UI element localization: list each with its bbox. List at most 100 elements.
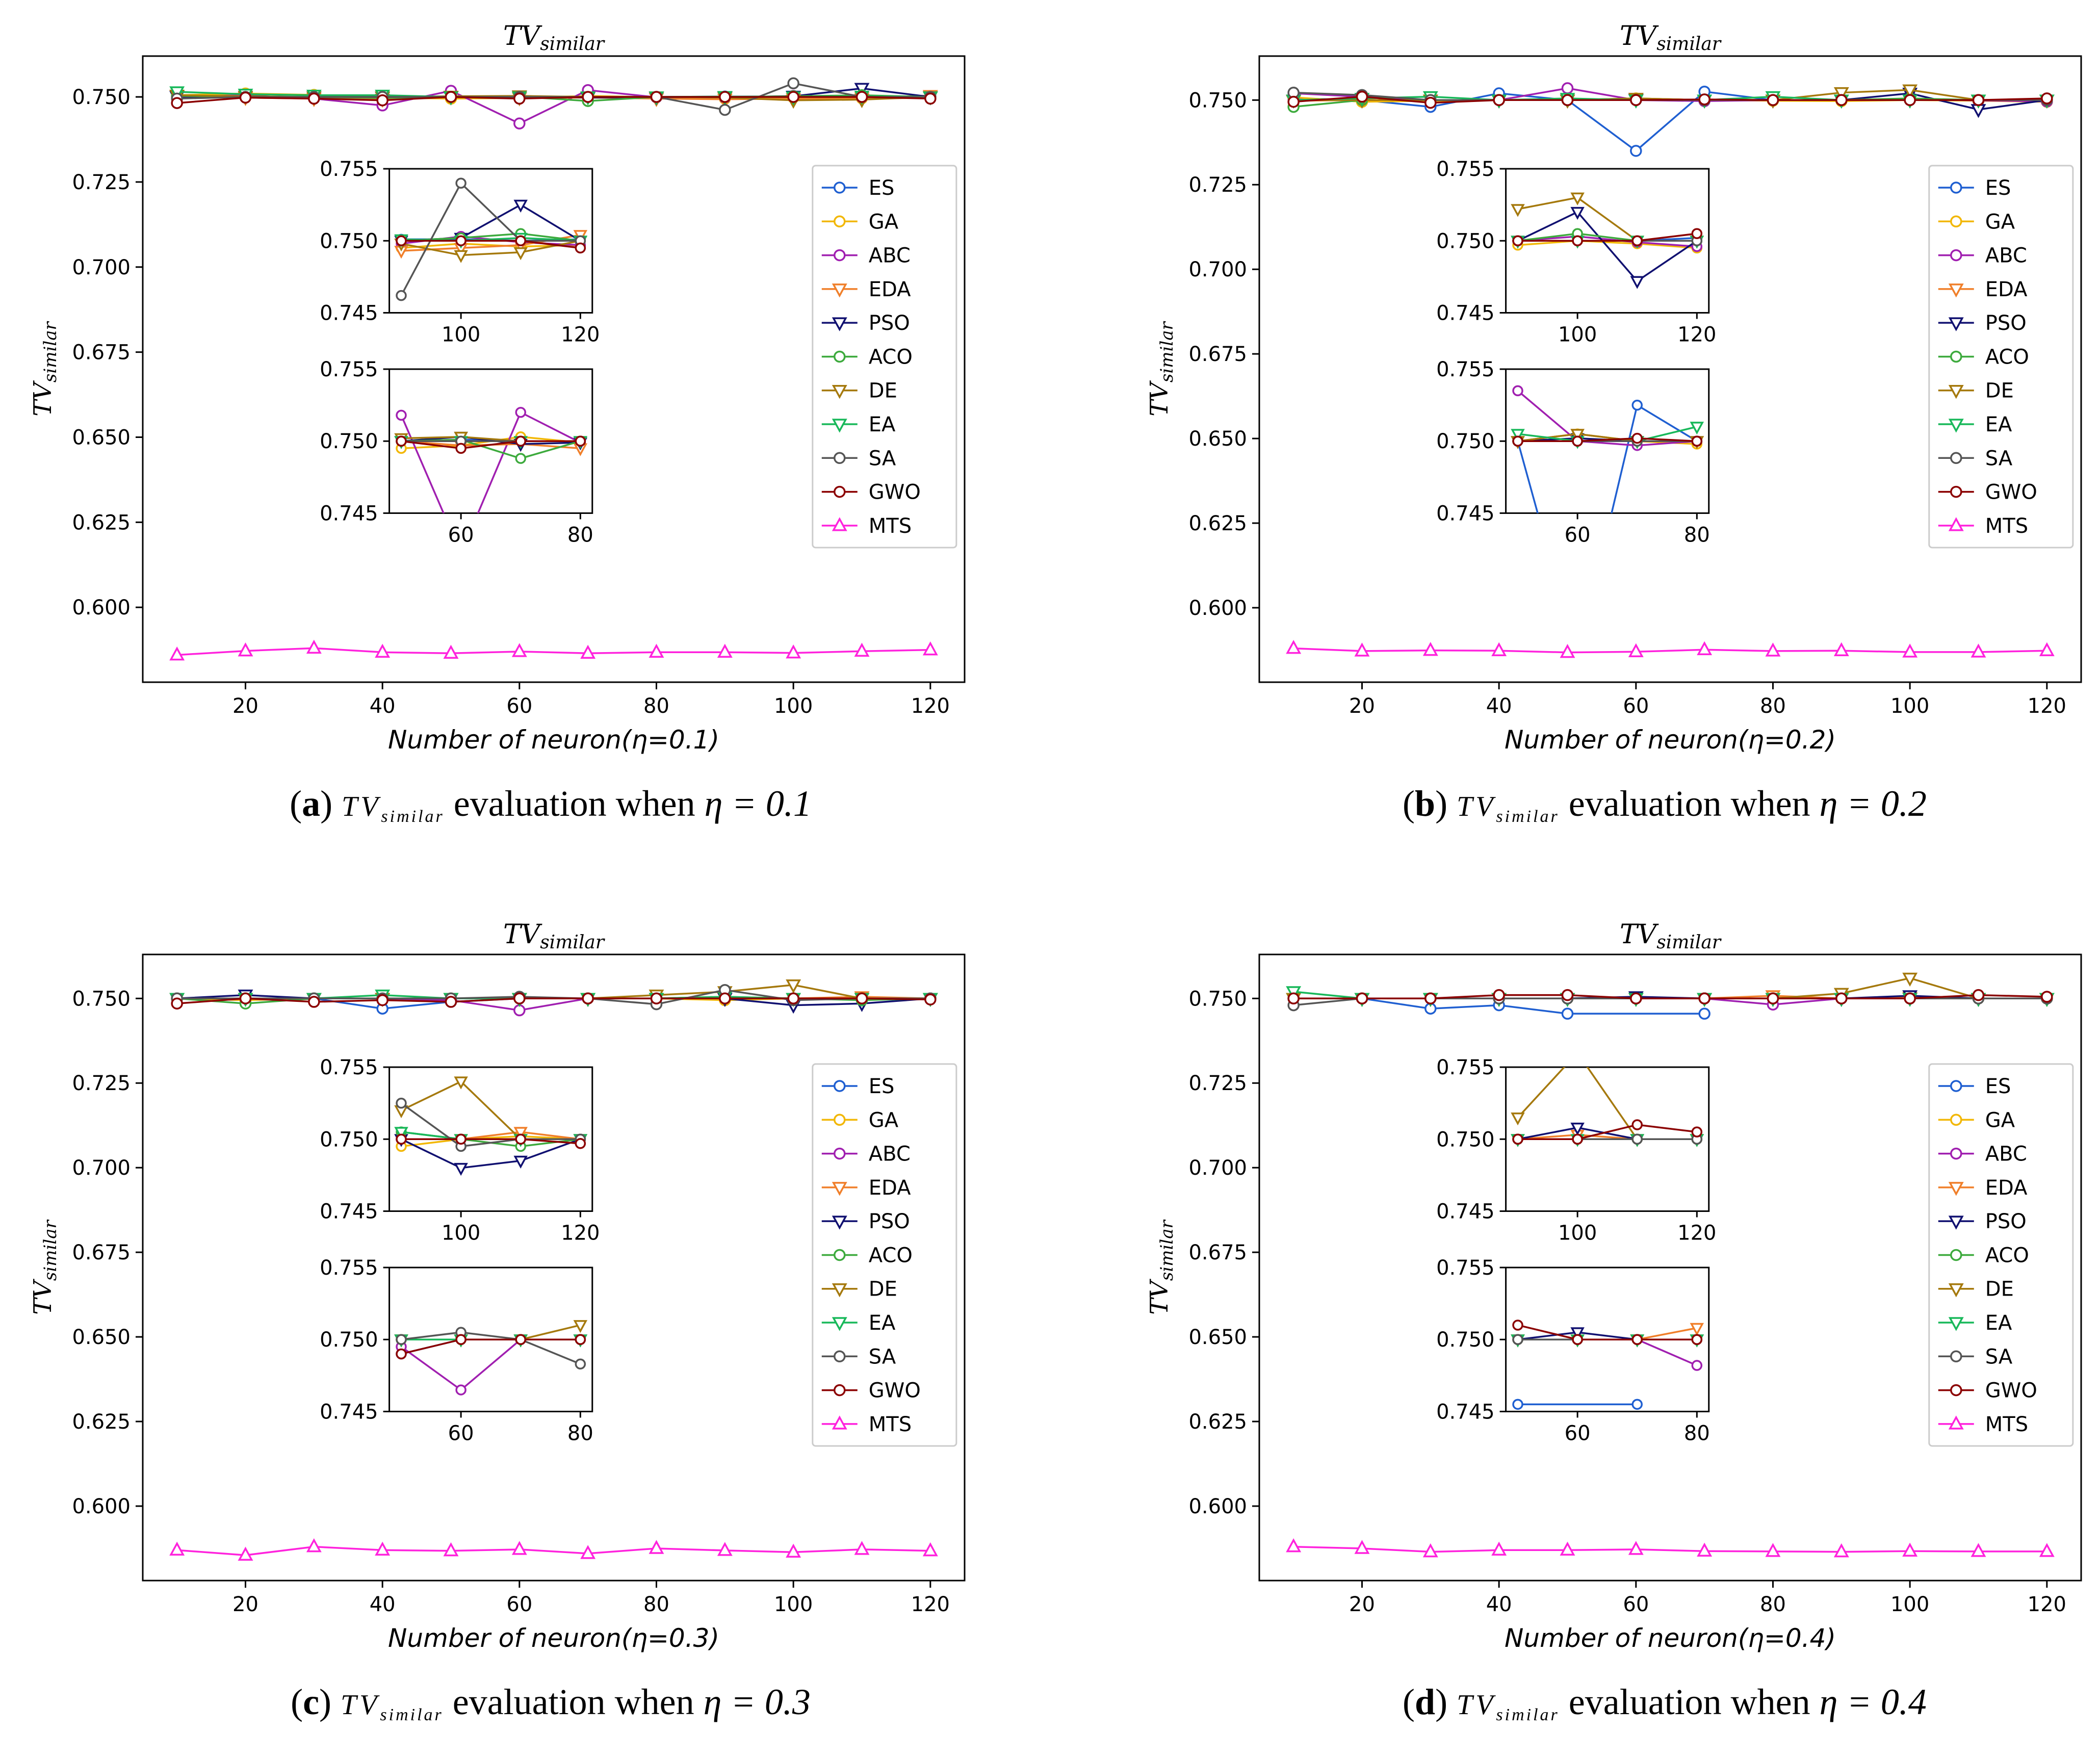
legend-marker [832, 1216, 847, 1230]
inset-data-point [1570, 1122, 1585, 1136]
legend-label: MTS [869, 514, 912, 538]
inset-data-point [1631, 399, 1643, 411]
inset-y-tick-label: 0.755 [1436, 358, 1495, 381]
inset-data-point [1512, 1334, 1523, 1345]
data-point [786, 644, 801, 659]
legend-item-pso: PSO [821, 1210, 910, 1233]
inset-series-line [401, 440, 581, 450]
legend-item-eda: EDA [821, 278, 911, 301]
series-sa [1287, 992, 2053, 1012]
x-tick-label: 100 [774, 694, 813, 718]
data-point [306, 639, 322, 654]
y-tick-label: 0.600 [72, 596, 131, 619]
legend-item-mts: MTS [1938, 1413, 2028, 1436]
legend-marker [1950, 182, 1962, 194]
x-tick-label: 20 [232, 694, 258, 718]
data-point [1491, 1541, 1507, 1556]
data-point [1698, 1007, 1710, 1020]
series-gwo [1287, 90, 2053, 109]
inset-x-tick-label: 120 [561, 1221, 600, 1245]
inset-y-tick-label: 0.745 [320, 301, 378, 325]
legend-marker [1948, 1317, 1964, 1331]
data-point [1561, 94, 1574, 107]
y-tick-label: 0.750 [1188, 89, 1247, 112]
inset-data-point [575, 242, 586, 254]
data-point [1354, 642, 1370, 657]
data-point [924, 92, 937, 105]
legend-item-mts: MTS [1938, 514, 2028, 538]
inset-y-tick-label: 0.745 [1436, 502, 1495, 525]
data-point [719, 91, 731, 103]
legend-label: EDA [1985, 1176, 2028, 1200]
legend-marker [834, 1080, 846, 1092]
inset-y-tick-label: 0.755 [1436, 1256, 1495, 1280]
legend-label: EA [869, 1311, 896, 1335]
inset-data-point [454, 1076, 468, 1090]
x-tick-label: 60 [1623, 1593, 1649, 1616]
legend-item-de: DE [821, 379, 897, 403]
legend-marker [834, 182, 846, 194]
x-tick-label: 120 [911, 694, 950, 718]
inset-1: 100 120 0.755 0.750 0.745 [320, 158, 600, 346]
x-tick-label: 40 [1486, 1593, 1512, 1616]
data-point [238, 1546, 253, 1561]
inset-1: 100 120 0.755 0.750 0.745 [1436, 158, 1716, 346]
legend-marker [832, 384, 847, 399]
plot-frame [142, 953, 966, 1582]
legend-marker [834, 1147, 846, 1160]
caption-text: (b) TVsimilar evaluation when η = 0.2 [1403, 783, 1927, 826]
inset-series-line [400, 1102, 581, 1148]
data-point [1902, 972, 1918, 987]
data-point [1833, 642, 1849, 657]
inset-data-point [455, 443, 466, 454]
y-tick-label: 0.600 [72, 1495, 131, 1518]
inset-series-line [1518, 232, 1697, 242]
inset-data [1511, 385, 1704, 513]
data-point [511, 643, 527, 657]
legend-item-abc: ABC [821, 244, 911, 268]
legend-item-aco: ACO [1938, 345, 2029, 369]
data-point [169, 646, 185, 661]
x-tick-label: 40 [1486, 694, 1512, 718]
legend-marker [1950, 1384, 1962, 1397]
data-point [1493, 989, 1505, 1001]
y-tick-label: 0.750 [72, 86, 131, 109]
series-sa [1287, 86, 2053, 107]
legend-label: ABC [1985, 244, 2027, 268]
legend-item-pso: PSO [1938, 1210, 2027, 1233]
inset-data-point [1512, 435, 1523, 447]
inset-data-point [454, 1162, 468, 1176]
x-axis-label: Number of neuron(η=0.4) [1505, 1623, 1836, 1653]
chart-panel-4: TVsimilar 20 40 60 80 100 120 0.600 0.625 0.650 0.… [1145, 919, 2082, 1724]
chart-title: TVsimilar [503, 919, 605, 953]
inset-data-point [1630, 276, 1644, 289]
inset-y-tick-label: 0.745 [1436, 1400, 1495, 1424]
legend-label: EA [1985, 1311, 2012, 1335]
legend-marker [1948, 1182, 1964, 1196]
data-point [922, 1542, 938, 1557]
inset-y-tick-label: 0.750 [320, 229, 378, 253]
legend-item-mts: MTS [821, 514, 912, 538]
data-point [580, 644, 596, 659]
data-point [511, 1541, 527, 1555]
series-line [1293, 977, 2047, 1000]
data-point [1561, 82, 1574, 94]
inset-data-point [1572, 235, 1583, 247]
y-tick-label: 0.650 [1188, 427, 1247, 451]
legend-item-ea: EA [821, 1311, 896, 1335]
legend-marker [832, 283, 847, 298]
legend-marker [832, 1415, 847, 1430]
series-line [177, 96, 930, 104]
data-point [719, 992, 731, 1005]
inset-data-point [1572, 1334, 1583, 1345]
series-pso [1286, 88, 2055, 118]
panel-caption: (d) TVsimilar evaluation when η = 0.4 [1403, 1682, 1927, 1724]
legend-label: GWO [869, 1379, 921, 1403]
data-point [786, 979, 801, 994]
legend-item-ga: GA [821, 1108, 899, 1132]
data-point [650, 992, 663, 1005]
data-point [1904, 992, 1916, 1005]
data-point [375, 1541, 391, 1556]
inset-data-point [515, 1334, 526, 1345]
